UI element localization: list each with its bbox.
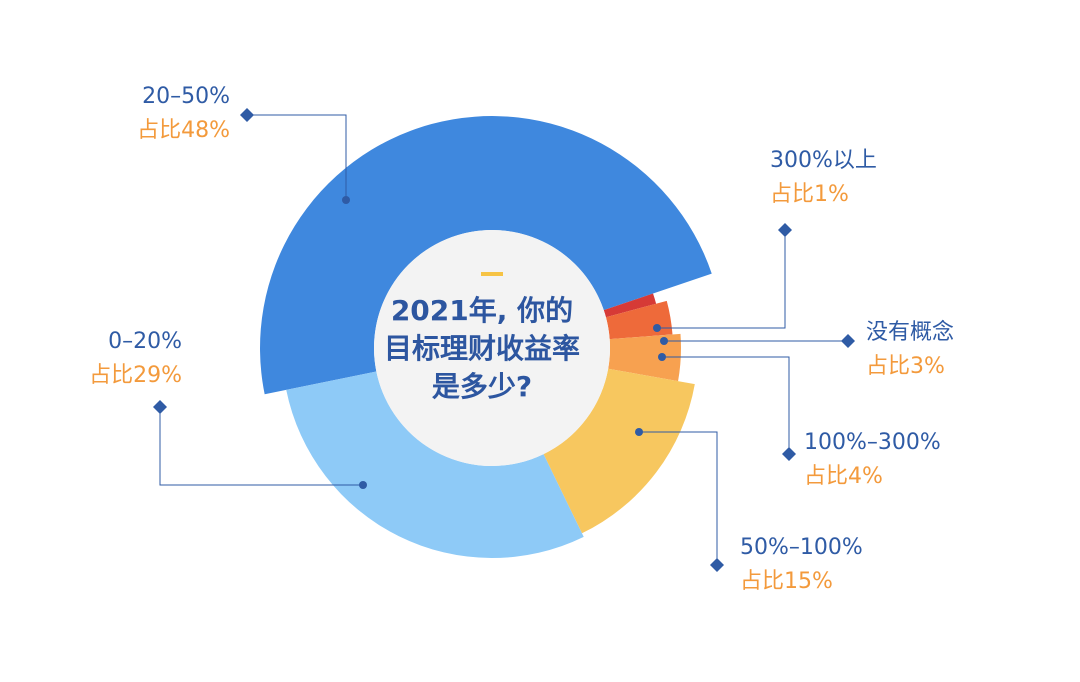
share-label-50-100: 占比15% [740,569,833,594]
title-accent-bar [481,272,503,276]
category-label-0-20: 0–20% [108,329,182,354]
center-disc [374,230,610,466]
leader-dot-100-300 [658,353,666,361]
chart-title-line-2: 目标理财收益率 [383,332,580,365]
category-label-20-50: 20–50% [142,84,230,109]
chart-title-line-3: 是多少? [431,370,533,403]
share-label-0-20: 占比29% [89,363,182,388]
leader-diamond-300-plus [778,223,792,237]
leader-line-0-20 [159,407,363,486]
leader-line-50-100 [639,431,718,565]
category-label-100-300: 100%–300% [804,430,941,455]
slice-0-20 [286,371,584,559]
leader-dot-50-100 [635,428,643,436]
label-0-20: 0–20% 占比29% [60,325,182,393]
leader-dot-0-20 [359,481,367,489]
leader-line-100-300 [662,356,790,454]
share-label-100-300: 占比4% [804,464,883,489]
leader-dot-no-idea [660,337,668,345]
category-label-no-idea: 没有概念 [866,320,955,345]
category-label-300-plus: 300%以上 [770,148,877,173]
leader-diamond-100-300 [782,447,796,461]
share-label-20-50: 占比48% [137,118,230,143]
leader-line-20-50 [247,114,347,200]
label-100-300: 100%–300% 占比4% [804,426,941,494]
leader-dot-300-plus [653,324,661,332]
leader-diamond-no-idea [841,334,855,348]
leader-diamond-0-20 [153,400,167,414]
category-label-50-100: 50%–100% [740,535,863,560]
leader-line-300-plus [657,230,786,329]
share-label-300-plus: 占比1% [770,182,849,207]
label-no-idea: 没有概念 占比3% [866,316,954,384]
leader-dot-20-50 [342,196,350,204]
label-20-50: 20–50% 占比48% [100,80,230,148]
chart-title: 2021年, 你的 目标理财收益率 是多少? [360,292,604,406]
leader-diamond-20-50 [240,108,254,122]
label-300-plus: 300%以上 占比1% [770,144,877,212]
share-label-no-idea: 占比3% [866,354,945,379]
slice-100-300 [608,333,682,382]
chart-title-line-1: 2021年, 你的 [390,294,574,327]
slice-300-plus [603,293,657,318]
slice-20-50 [260,116,712,395]
slice-50-100 [543,368,695,534]
leader-diamond-50-100 [710,558,724,572]
label-50-100: 50%–100% 占比15% [740,531,863,599]
